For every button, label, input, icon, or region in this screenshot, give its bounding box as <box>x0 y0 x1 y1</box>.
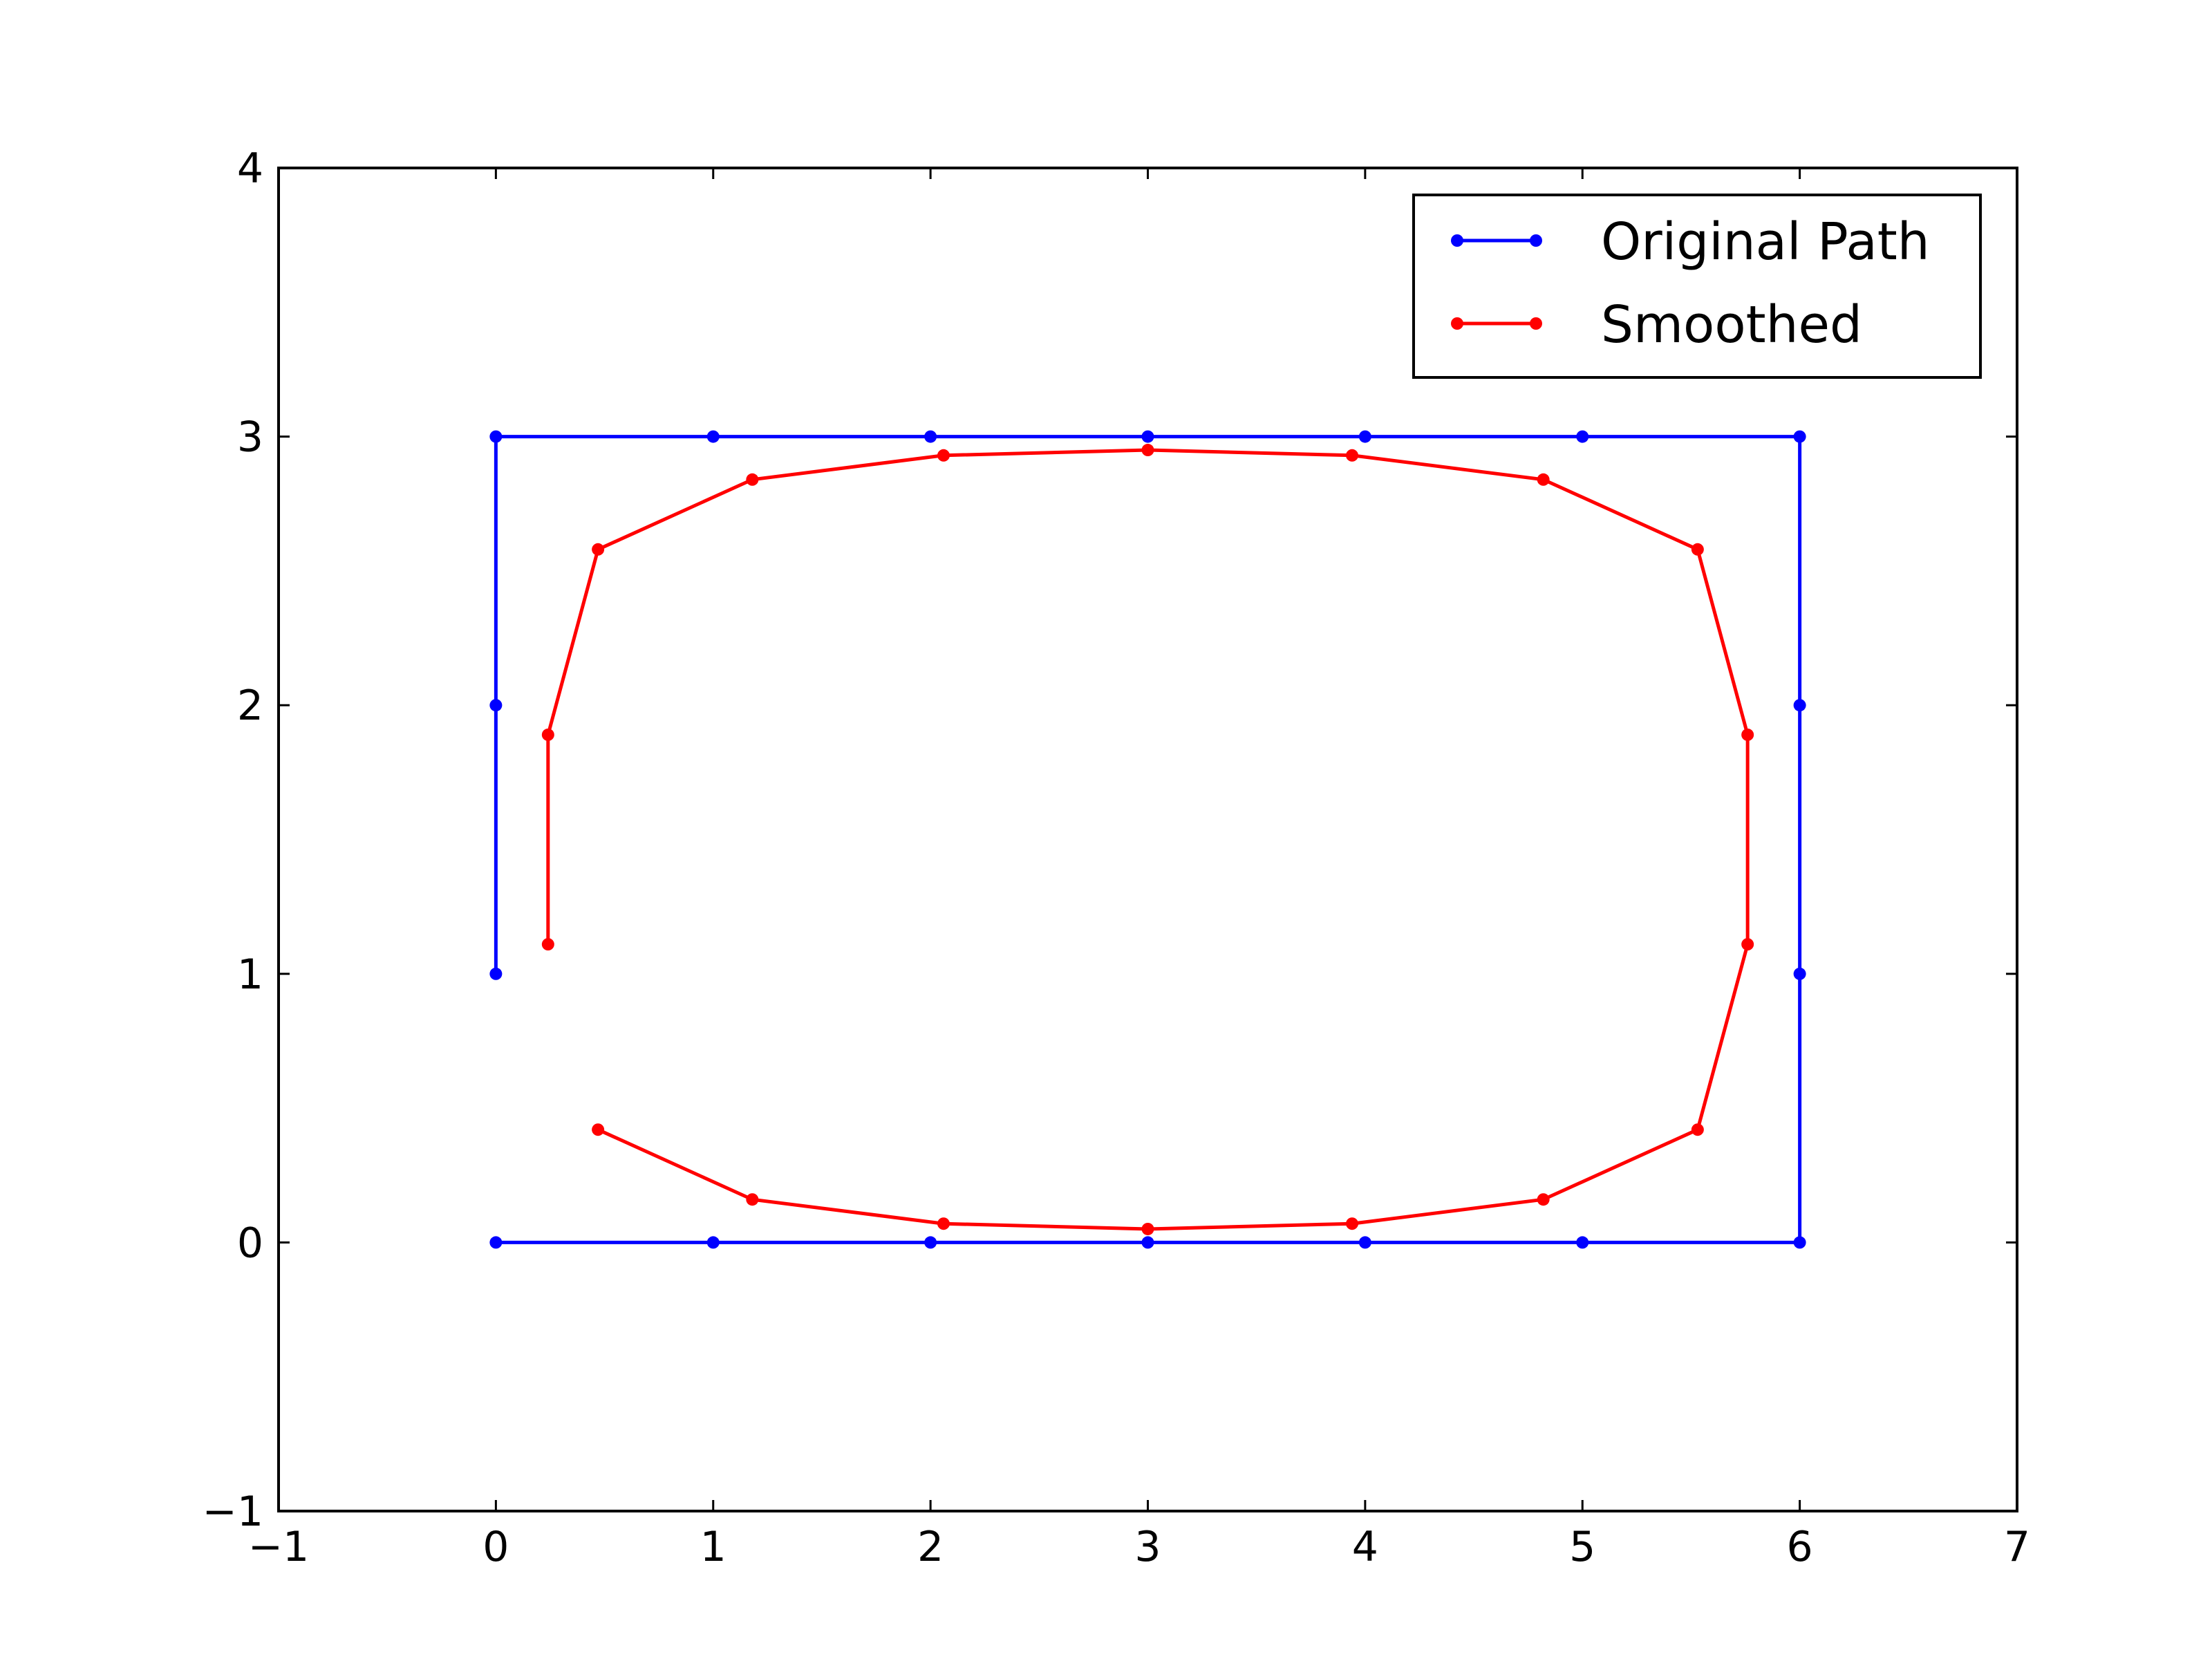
data-point-original-path <box>1576 430 1589 443</box>
y-tick-label: −1 <box>203 1488 263 1536</box>
data-point-smoothed <box>1346 449 1359 462</box>
series-smoothed <box>541 444 1754 1235</box>
series-line-original-path <box>494 435 1802 1244</box>
series-layer <box>489 430 1806 1249</box>
data-point-smoothed <box>1741 728 1754 741</box>
data-point-smoothed <box>746 1193 759 1206</box>
data-point-original-path <box>1358 1236 1371 1249</box>
data-point-smoothed <box>1346 1217 1359 1230</box>
legend-label: Original Path <box>1601 212 1930 272</box>
data-point-smoothed <box>937 449 950 462</box>
legend: Original Path Smoothed <box>1412 194 1982 379</box>
data-point-smoothed <box>1691 543 1704 556</box>
data-point-original-path <box>1793 699 1806 712</box>
data-point-original-path <box>706 1236 720 1249</box>
x-tick-label: 5 <box>1569 1523 1595 1571</box>
data-point-original-path <box>1576 1236 1589 1249</box>
data-point-smoothed <box>746 473 759 486</box>
legend-marker <box>1530 317 1542 330</box>
data-point-smoothed <box>592 1123 605 1136</box>
data-point-original-path <box>489 967 503 980</box>
data-point-smoothed <box>1141 1222 1154 1235</box>
series-original-path <box>489 430 1806 1249</box>
y-tick-label: 2 <box>237 682 263 730</box>
data-point-smoothed <box>541 728 554 741</box>
data-point-original-path <box>1358 430 1371 443</box>
y-tick-label: 1 <box>237 950 263 999</box>
legend-marker <box>1530 234 1542 247</box>
legend-label: Smoothed <box>1601 295 1862 355</box>
y-tick-label: 0 <box>237 1219 263 1267</box>
plot-frame <box>277 167 2018 1512</box>
legend-marker <box>1451 317 1463 330</box>
x-tick-label: 6 <box>1787 1523 1813 1571</box>
legend-item: Original Path <box>1451 212 1930 272</box>
data-point-original-path <box>924 430 937 443</box>
data-point-smoothed <box>1691 1123 1704 1136</box>
x-tick-label: 4 <box>1352 1523 1378 1571</box>
data-point-smoothed <box>937 1217 950 1230</box>
legend-item: Smoothed <box>1451 295 1862 355</box>
data-point-original-path <box>924 1236 937 1249</box>
data-point-smoothed <box>1537 1193 1550 1206</box>
x-tick-label: 1 <box>700 1523 727 1571</box>
data-point-original-path <box>489 1236 503 1249</box>
legend-box <box>1412 194 1982 379</box>
legend-marker <box>1451 234 1463 247</box>
data-point-smoothed <box>592 543 605 556</box>
data-point-original-path <box>1141 430 1154 443</box>
y-tick-label: 3 <box>237 413 263 462</box>
data-point-smoothed <box>1537 473 1550 486</box>
data-point-smoothed <box>1141 444 1154 457</box>
data-point-original-path <box>1793 430 1806 443</box>
x-tick-label: 7 <box>2004 1523 2030 1571</box>
data-point-smoothed <box>541 938 554 951</box>
data-point-original-path <box>1141 1236 1154 1249</box>
y-tick-label: 4 <box>237 144 263 193</box>
data-point-original-path <box>489 430 503 443</box>
data-point-original-path <box>706 430 720 443</box>
data-point-original-path <box>489 699 503 712</box>
x-tick-label: −1 <box>248 1523 309 1571</box>
data-point-smoothed <box>1741 938 1754 951</box>
ticks-layer: −1 0 1 2 3 4 5 6 7 −1 0 1 2 3 4 <box>203 144 2031 1571</box>
x-tick-label: 0 <box>482 1523 509 1571</box>
data-point-original-path <box>1793 1236 1806 1249</box>
x-tick-label: 2 <box>917 1523 944 1571</box>
x-tick-label: 3 <box>1134 1523 1161 1571</box>
series-line-smoothed <box>546 448 1750 1231</box>
data-point-original-path <box>1793 967 1806 980</box>
